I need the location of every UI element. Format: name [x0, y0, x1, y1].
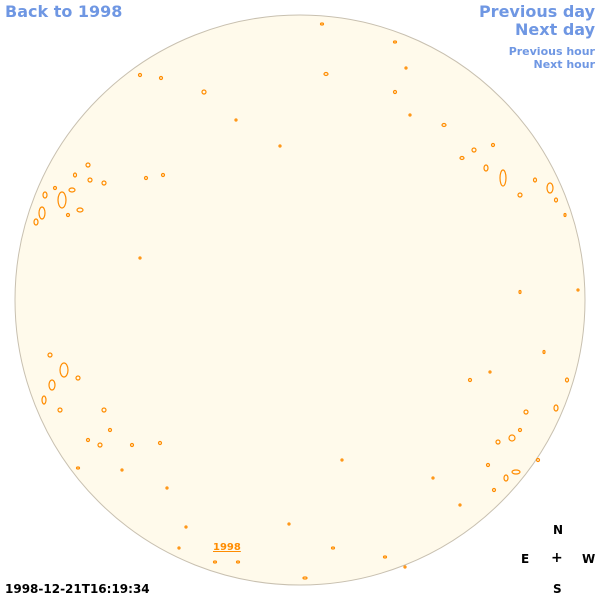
contour — [302, 576, 308, 580]
compass-east-label: E — [521, 552, 530, 566]
solar-disk — [14, 14, 586, 586]
contour — [532, 177, 538, 183]
contour — [563, 212, 567, 218]
magnetic-contours — [33, 22, 580, 580]
contour — [382, 555, 388, 559]
compass-center-icon: + — [551, 550, 563, 566]
contour — [488, 370, 492, 374]
contour — [75, 466, 81, 470]
contour — [212, 560, 218, 564]
contour — [107, 427, 113, 433]
contour — [177, 546, 181, 550]
contour — [287, 522, 291, 526]
contour — [535, 457, 541, 463]
contour — [483, 164, 489, 172]
contour — [458, 503, 462, 507]
contour — [65, 212, 71, 218]
contour — [129, 442, 135, 448]
contour — [101, 407, 107, 413]
contour — [68, 187, 76, 193]
contour — [76, 207, 84, 213]
contour — [511, 469, 521, 475]
contour — [564, 377, 570, 383]
contour — [517, 427, 523, 433]
contour — [184, 525, 188, 529]
contour — [120, 468, 124, 472]
compass-south-label: S — [553, 582, 562, 596]
contour — [517, 192, 523, 198]
contour — [48, 379, 56, 391]
contour — [340, 458, 344, 462]
contour — [518, 289, 522, 295]
contour — [408, 113, 412, 117]
contour — [330, 546, 336, 550]
contour — [542, 349, 546, 355]
previous-hour-link[interactable]: Previous hour — [508, 45, 595, 58]
next-hour-link[interactable]: Next hour — [533, 58, 596, 71]
contour — [490, 142, 496, 148]
contour — [319, 22, 325, 26]
contour — [553, 197, 559, 203]
contour — [138, 256, 142, 260]
contour — [503, 474, 509, 482]
contour — [57, 407, 63, 413]
previous-day-link[interactable]: Previous day — [478, 2, 595, 21]
contour — [392, 89, 398, 95]
contour — [508, 434, 516, 442]
contour — [47, 352, 53, 358]
contour — [278, 144, 282, 148]
contour — [157, 440, 163, 446]
contour — [523, 409, 529, 415]
contour — [471, 147, 477, 153]
contour — [160, 172, 166, 178]
contour — [75, 375, 81, 381]
contour — [234, 118, 238, 122]
contour — [137, 72, 143, 78]
contour — [441, 122, 447, 128]
contour — [143, 175, 149, 181]
contour — [431, 476, 435, 480]
contour — [495, 439, 501, 445]
contour — [165, 486, 169, 490]
contour — [491, 487, 497, 493]
contour — [59, 362, 69, 378]
contour — [33, 218, 39, 226]
contour — [72, 172, 78, 178]
contour — [57, 191, 67, 209]
contour — [459, 155, 465, 161]
next-day-link[interactable]: Next day — [515, 20, 595, 39]
contour — [323, 71, 329, 77]
contour — [576, 288, 580, 292]
contour — [38, 206, 46, 220]
contour — [553, 404, 559, 412]
contour — [87, 177, 93, 183]
contour — [42, 191, 48, 199]
contour — [404, 66, 408, 70]
compass-west-label: W — [582, 552, 596, 566]
contour — [235, 560, 241, 564]
observation-timestamp: 1998-12-21T16:19:34 — [5, 582, 150, 596]
contour — [499, 169, 507, 187]
contour — [403, 565, 407, 569]
contour — [85, 437, 91, 443]
contour — [41, 395, 47, 405]
contour — [101, 180, 107, 186]
contour — [546, 182, 554, 194]
contour — [52, 185, 58, 191]
back-to-year-link[interactable]: Back to 1998 — [5, 2, 123, 21]
contour — [392, 40, 398, 44]
contour — [467, 377, 473, 383]
contour — [97, 442, 103, 448]
compass-north-label: N — [553, 523, 564, 537]
contour — [85, 162, 91, 168]
contour — [485, 462, 491, 468]
contour — [201, 89, 207, 95]
year-link[interactable]: 1998 — [213, 542, 241, 553]
contour — [158, 75, 164, 81]
